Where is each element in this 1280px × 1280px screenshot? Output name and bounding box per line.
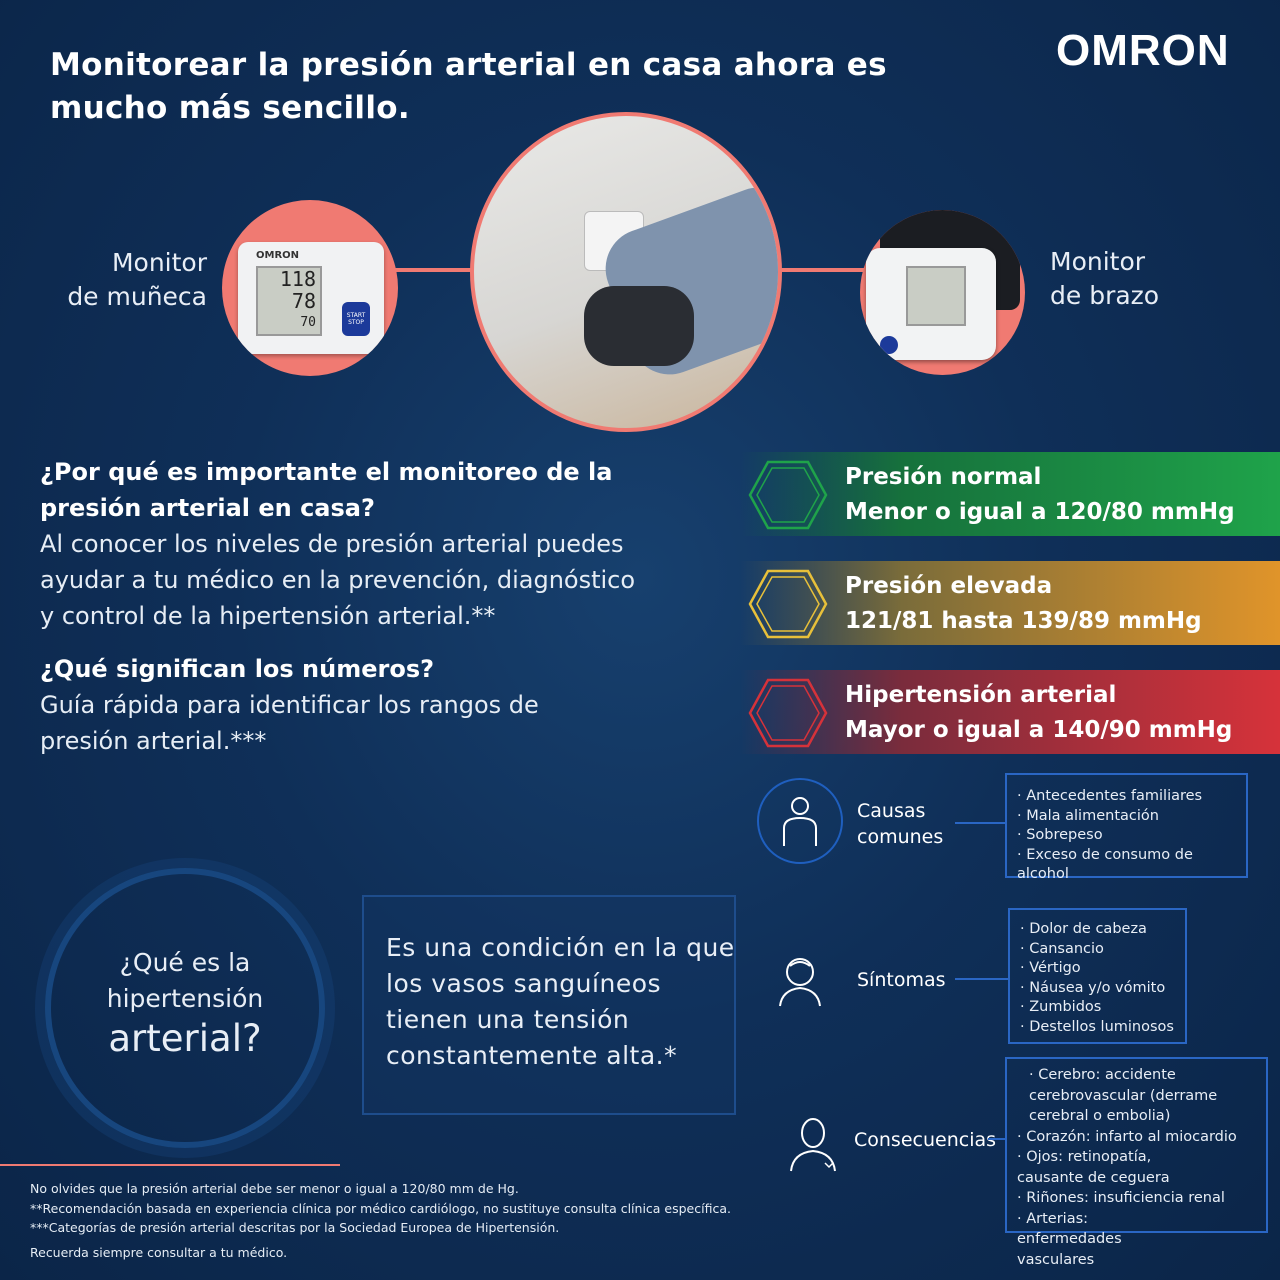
consequences-box: · Cerebro: accidente cerebrovascular (de… bbox=[1005, 1057, 1268, 1268]
range-normal: Presión normal Menor o igual a 120/80 mmH… bbox=[740, 452, 1280, 536]
footnote: ***Categorías de presión arterial descri… bbox=[30, 1220, 560, 1235]
headache-icon bbox=[757, 935, 843, 1021]
arm-measurement-photo bbox=[470, 112, 782, 432]
range-title: Presión elevada bbox=[845, 573, 1053, 599]
question-line: arterial? bbox=[108, 1017, 262, 1060]
numbers-body: Guía rápida para identificar los rangos … bbox=[40, 691, 539, 755]
connector-line bbox=[988, 1138, 1005, 1140]
list-item: · Exceso de consumo de alcohol bbox=[1017, 846, 1193, 883]
list-item: · Ojos: retinopatía, causante de ceguera bbox=[1017, 1149, 1170, 1186]
footnote: No olvides que la presión arterial debe … bbox=[30, 1181, 519, 1196]
consequences-label: Consecuencias bbox=[854, 1129, 997, 1151]
wrist-monitor-image: OMRON 118 78 70 START STOP bbox=[222, 200, 398, 376]
list-item: · Antecedentes familiares bbox=[1017, 788, 1203, 804]
question-line: hipertensión bbox=[106, 984, 264, 1013]
range-title: Hipertensión arterial bbox=[845, 682, 1117, 708]
causes-box: · Antecedentes familiares · Mala alimenta… bbox=[1005, 773, 1248, 882]
list-item: · Cansancio bbox=[1020, 940, 1104, 957]
footnote: Recuerda siempre consultar a tu médico. bbox=[30, 1245, 288, 1260]
range-hypertension: Hipertensión arterial Mayor o igual a 140… bbox=[740, 670, 1280, 754]
question-circle bbox=[45, 868, 325, 1148]
hexagon-icon bbox=[748, 678, 828, 748]
arm-monitor-label: Monitor de brazo bbox=[1050, 245, 1159, 313]
why-heading: ¿Por qué es importante el monitoreo de l… bbox=[40, 458, 613, 522]
list-item: · Arterias: enfermedades vasculares bbox=[1017, 1210, 1122, 1268]
start-stop-button: START STOP bbox=[342, 302, 370, 336]
page-title: Monitorear la presión arterial en casa a… bbox=[50, 47, 887, 126]
question-line: ¿Qué es la bbox=[119, 948, 251, 977]
label-line: de muñeca bbox=[67, 282, 207, 311]
omron-logo: OMRON bbox=[1056, 26, 1230, 75]
list-item: · Cerebro: accidente cerebrovascular (de… bbox=[1029, 1067, 1218, 1124]
list-item: · Zumbidos bbox=[1020, 999, 1102, 1015]
arm-monitor-image bbox=[860, 210, 1025, 375]
range-title: Presión normal bbox=[845, 464, 1042, 490]
footer-divider bbox=[0, 1164, 340, 1166]
range-value: Menor o igual a 120/80 mmHg bbox=[845, 499, 1235, 525]
list-item: · Mala alimentación bbox=[1017, 807, 1159, 824]
pulse-reading: 70 bbox=[300, 315, 316, 330]
label-line: Monitor bbox=[111, 248, 207, 277]
range-elevated: Presión elevada 121/81 hasta 139/89 mmHg bbox=[740, 561, 1280, 645]
list-item: · Sobrepeso bbox=[1017, 827, 1103, 843]
why-section: ¿Por qué es importante el monitoreo de l… bbox=[40, 454, 700, 634]
numbers-section: ¿Qué significan los números? Guía rápida… bbox=[40, 651, 540, 759]
list-item: · Náusea y/o vómito bbox=[1020, 979, 1166, 996]
range-value: 121/81 hasta 139/89 mmHg bbox=[845, 608, 1202, 634]
hexagon-icon bbox=[748, 569, 828, 639]
question-text: ¿Qué es la hipertensión arterial? bbox=[70, 945, 300, 1061]
answer-box bbox=[362, 895, 736, 1115]
footnote: **Recomendación basada en experiencia cl… bbox=[30, 1201, 731, 1216]
list-item: · Destellos luminosos bbox=[1020, 1018, 1174, 1035]
numbers-heading: ¿Qué significan los números? bbox=[40, 655, 435, 683]
connector-line bbox=[775, 268, 865, 272]
range-value: Mayor o igual a 140/90 mmHg bbox=[845, 717, 1233, 743]
list-item: · Vértigo bbox=[1020, 960, 1081, 976]
sys-reading: 118 bbox=[279, 267, 316, 291]
hexagon-icon bbox=[748, 460, 828, 530]
label-line: de brazo bbox=[1050, 281, 1160, 310]
connector-line bbox=[955, 822, 1005, 824]
connector-line bbox=[955, 978, 1008, 980]
causes-label: Causas comunes bbox=[857, 800, 944, 848]
list-item: · Dolor de cabeza bbox=[1020, 921, 1147, 937]
connector-line bbox=[390, 268, 480, 272]
wrist-monitor-label: Monitor de muñeca bbox=[40, 246, 207, 314]
symptoms-box: · Dolor de cabeza · Cansancio · Vértigo · N… bbox=[1008, 908, 1187, 1044]
dia-reading: 78 bbox=[291, 289, 316, 313]
label-line: Monitor bbox=[1050, 247, 1146, 276]
why-body: Al conocer los niveles de presión arteri… bbox=[40, 530, 636, 630]
symptoms-label: Síntomas bbox=[857, 969, 946, 991]
patient-heart-icon bbox=[770, 1100, 856, 1186]
list-item: · Corazón: infarto al miocardio bbox=[1017, 1128, 1237, 1145]
answer-text: Es una condición en la que los vasos san… bbox=[386, 933, 735, 1070]
person-icon bbox=[757, 778, 843, 864]
list-item: · Riñones: insuficiencia renal bbox=[1017, 1190, 1225, 1206]
